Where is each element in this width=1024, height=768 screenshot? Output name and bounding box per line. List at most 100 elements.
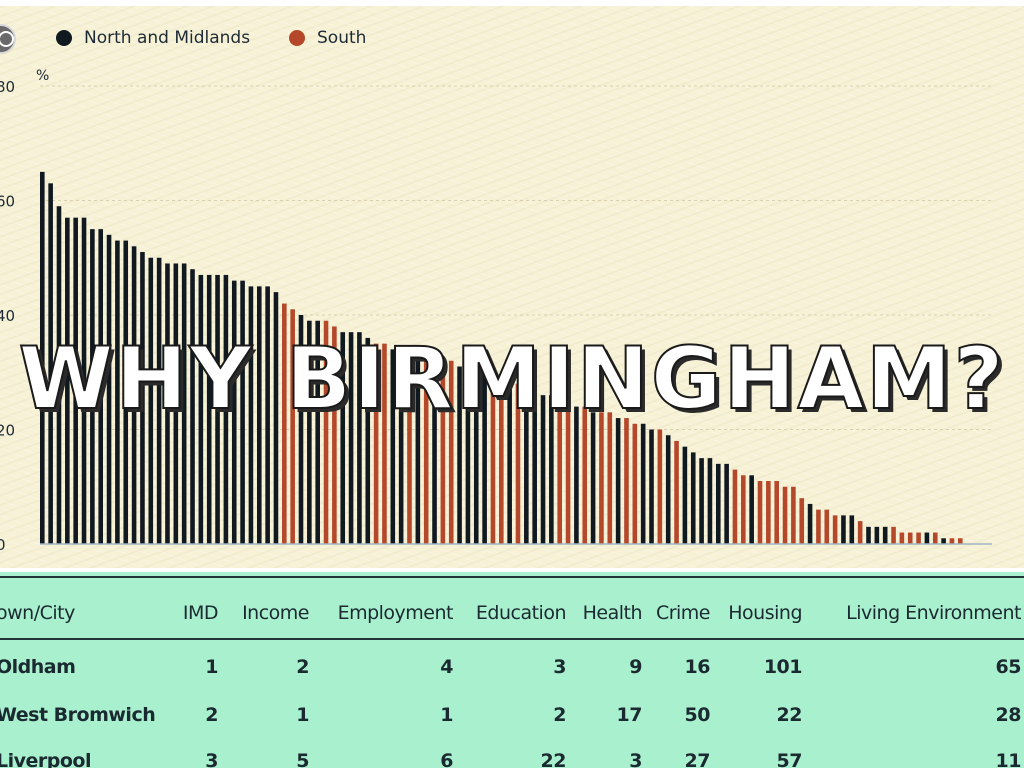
bar bbox=[958, 538, 963, 544]
bar bbox=[632, 423, 638, 544]
bar bbox=[749, 475, 754, 544]
bar bbox=[473, 372, 479, 544]
table-cell: 17 bbox=[616, 704, 643, 726]
bar bbox=[907, 532, 913, 544]
bar bbox=[899, 532, 905, 544]
bar bbox=[699, 458, 704, 545]
bar bbox=[932, 532, 938, 544]
table-cell: 101 bbox=[763, 656, 803, 678]
bar bbox=[273, 292, 279, 544]
bar bbox=[215, 274, 220, 544]
bar bbox=[98, 229, 104, 545]
bar bbox=[682, 446, 688, 544]
bar bbox=[457, 366, 462, 544]
table-header-cell: Income bbox=[242, 602, 309, 624]
y-axis-label: % bbox=[36, 68, 49, 84]
table-header-cell: Education bbox=[475, 602, 567, 624]
bar bbox=[156, 257, 162, 544]
bar bbox=[365, 337, 371, 544]
bar bbox=[390, 349, 396, 544]
bar bbox=[307, 320, 312, 544]
bar bbox=[65, 217, 70, 544]
bar bbox=[924, 532, 930, 544]
y-tick-label: 40 bbox=[0, 307, 15, 325]
bar bbox=[499, 377, 504, 544]
bar bbox=[373, 343, 379, 545]
table-cell: 9 bbox=[629, 656, 642, 678]
bar bbox=[415, 355, 421, 544]
table-cell: 6 bbox=[440, 750, 453, 768]
bar bbox=[741, 475, 746, 544]
chart-panel: 0 20 40 60 80% North and Midlands South bbox=[0, 6, 1024, 568]
bar bbox=[290, 309, 295, 544]
bar bbox=[707, 458, 713, 545]
bar bbox=[540, 395, 546, 544]
bar bbox=[282, 303, 287, 544]
bar bbox=[357, 332, 362, 544]
legend-north-and-midlands: North and Midlands bbox=[56, 28, 250, 48]
bar bbox=[816, 509, 821, 544]
table-cell: 2 bbox=[296, 656, 309, 678]
bar bbox=[690, 452, 696, 544]
table-header-cell: Health bbox=[582, 602, 643, 624]
bar bbox=[81, 217, 87, 544]
table-header-cell: Living Environment bbox=[846, 602, 1021, 624]
bar bbox=[757, 481, 763, 544]
table-cell: 22 bbox=[776, 704, 803, 726]
table-cell: 57 bbox=[776, 750, 803, 768]
table-cell: 4 bbox=[440, 656, 453, 678]
bar bbox=[949, 538, 955, 544]
bar bbox=[590, 412, 596, 544]
legend-south-dot bbox=[289, 30, 305, 46]
bar bbox=[824, 509, 830, 544]
bar bbox=[515, 383, 521, 544]
bar bbox=[106, 234, 112, 544]
bar bbox=[348, 332, 354, 544]
bar bbox=[882, 526, 888, 544]
bar bbox=[665, 435, 671, 544]
overlay-title: WHY BIRMINGHAM? bbox=[18, 329, 1006, 429]
table-cell: 1 bbox=[296, 704, 309, 726]
bar bbox=[640, 423, 646, 544]
table-header-cell: IMD bbox=[182, 602, 219, 624]
bar bbox=[832, 515, 838, 545]
bar bbox=[857, 521, 863, 544]
bar bbox=[715, 463, 721, 544]
bar bbox=[841, 515, 846, 545]
table-header-cell: Employment bbox=[337, 602, 454, 624]
table-header-rule bbox=[0, 638, 1024, 640]
y-tick-label: 0 bbox=[0, 536, 6, 554]
bar bbox=[941, 538, 946, 544]
bar bbox=[440, 360, 446, 544]
table-cell: 3 bbox=[629, 750, 642, 768]
table-cell: Liverpool bbox=[0, 750, 91, 768]
bar bbox=[607, 412, 613, 544]
bar bbox=[916, 532, 921, 544]
y-tick-label: 60 bbox=[0, 193, 15, 211]
bar bbox=[382, 343, 387, 545]
table-cell: 27 bbox=[684, 750, 711, 768]
bar bbox=[115, 240, 120, 544]
bar bbox=[732, 469, 738, 544]
bar bbox=[248, 286, 254, 545]
bar-chart: 0 20 40 60 80% bbox=[0, 68, 992, 554]
bar bbox=[507, 383, 512, 544]
bar bbox=[657, 429, 663, 544]
bar bbox=[791, 486, 796, 544]
bar bbox=[56, 206, 62, 544]
table-cell: 3 bbox=[205, 750, 218, 768]
legend-north-dot bbox=[56, 30, 72, 46]
bar bbox=[891, 526, 896, 544]
bar bbox=[574, 406, 579, 544]
legend-south: South bbox=[289, 28, 366, 48]
bar bbox=[206, 274, 212, 544]
bar bbox=[490, 377, 496, 544]
table-cell: 2 bbox=[553, 704, 566, 726]
bar bbox=[866, 526, 871, 544]
y-tick-label: 20 bbox=[0, 422, 15, 440]
bar bbox=[131, 246, 137, 545]
table-cell: Oldham bbox=[0, 656, 76, 678]
bar bbox=[423, 355, 429, 544]
y-tick-label: 80 bbox=[0, 78, 15, 96]
table-cell: 11 bbox=[995, 750, 1022, 768]
